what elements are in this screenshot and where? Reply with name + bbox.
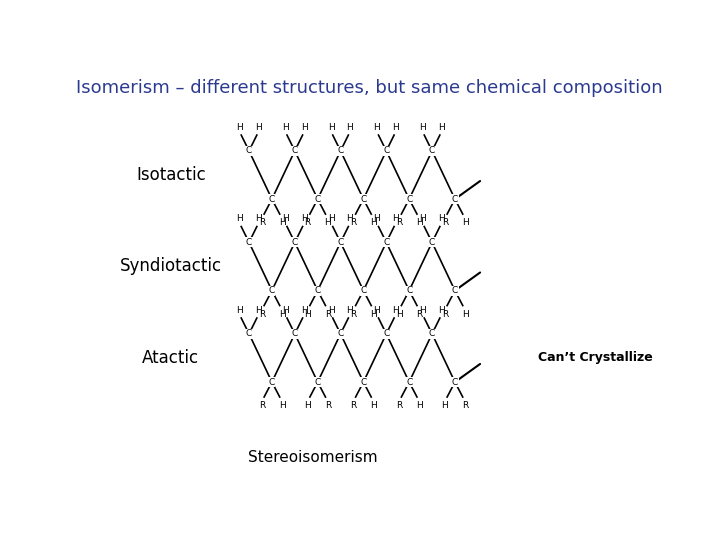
Text: C: C — [360, 194, 366, 204]
Text: H: H — [396, 310, 402, 319]
Text: C: C — [338, 329, 343, 339]
Text: H: H — [255, 306, 262, 315]
Text: H: H — [301, 214, 307, 223]
Text: C: C — [246, 146, 252, 156]
Text: C: C — [269, 286, 275, 295]
Text: H: H — [419, 306, 426, 315]
Text: C: C — [406, 194, 413, 204]
Text: R: R — [396, 401, 402, 410]
Text: R: R — [462, 401, 468, 410]
Text: H: H — [462, 218, 469, 227]
Text: Can’t Crystallize: Can’t Crystallize — [538, 352, 652, 365]
Text: H: H — [438, 306, 445, 315]
Text: H: H — [370, 401, 377, 410]
Text: R: R — [258, 310, 265, 319]
Text: H: H — [392, 214, 399, 223]
Text: R: R — [325, 310, 331, 319]
Text: H: H — [416, 218, 423, 227]
Text: C: C — [429, 238, 435, 247]
Text: C: C — [452, 286, 458, 295]
Text: C: C — [429, 146, 435, 156]
Text: R: R — [350, 401, 356, 410]
Text: H: H — [346, 306, 354, 315]
Text: H: H — [374, 214, 380, 223]
Text: Stereoisomerism: Stereoisomerism — [248, 450, 378, 465]
Text: H: H — [419, 123, 426, 132]
Text: H: H — [279, 401, 285, 410]
Text: C: C — [315, 377, 321, 387]
Text: C: C — [315, 194, 321, 204]
Text: Isotactic: Isotactic — [136, 166, 206, 184]
Text: H: H — [416, 401, 423, 410]
Text: R: R — [396, 218, 402, 227]
Text: R: R — [350, 310, 356, 319]
Text: C: C — [246, 238, 252, 247]
Text: C: C — [429, 329, 435, 339]
Text: H: H — [255, 214, 262, 223]
Text: Isomerism – different structures, but same chemical composition: Isomerism – different structures, but sa… — [76, 79, 662, 97]
Text: C: C — [292, 146, 298, 156]
Text: R: R — [325, 401, 331, 410]
Text: C: C — [406, 286, 413, 295]
Text: H: H — [304, 310, 311, 319]
Text: H: H — [438, 214, 445, 223]
Text: R: R — [305, 218, 310, 227]
Text: Syndiotactic: Syndiotactic — [120, 258, 222, 275]
Text: H: H — [392, 123, 399, 132]
Text: C: C — [383, 238, 390, 247]
Text: H: H — [279, 218, 285, 227]
Text: H: H — [328, 306, 335, 315]
Text: H: H — [441, 401, 448, 410]
Text: C: C — [338, 146, 343, 156]
Text: C: C — [452, 377, 458, 387]
Text: H: H — [282, 306, 289, 315]
Text: C: C — [383, 329, 390, 339]
Text: H: H — [282, 214, 289, 223]
Text: C: C — [315, 286, 321, 295]
Text: H: H — [301, 306, 307, 315]
Text: H: H — [419, 214, 426, 223]
Text: C: C — [406, 377, 413, 387]
Text: H: H — [370, 310, 377, 319]
Text: H: H — [462, 310, 469, 319]
Text: H: H — [328, 214, 335, 223]
Text: Atactic: Atactic — [143, 349, 199, 367]
Text: C: C — [246, 329, 252, 339]
Text: R: R — [350, 218, 356, 227]
Text: R: R — [258, 218, 265, 227]
Text: R: R — [416, 310, 423, 319]
Text: R: R — [258, 401, 265, 410]
Text: C: C — [452, 194, 458, 204]
Text: H: H — [282, 123, 289, 132]
Text: H: H — [301, 123, 307, 132]
Text: H: H — [346, 123, 354, 132]
Text: H: H — [236, 306, 243, 315]
Text: C: C — [292, 238, 298, 247]
Text: C: C — [292, 329, 298, 339]
Text: H: H — [328, 123, 335, 132]
Text: H: H — [346, 214, 354, 223]
Text: C: C — [383, 146, 390, 156]
Text: H: H — [236, 123, 243, 132]
Text: H: H — [236, 214, 243, 223]
Text: H: H — [370, 218, 377, 227]
Text: C: C — [360, 286, 366, 295]
Text: R: R — [441, 218, 448, 227]
Text: H: H — [255, 123, 262, 132]
Text: C: C — [269, 377, 275, 387]
Text: H: H — [279, 310, 285, 319]
Text: H: H — [392, 306, 399, 315]
Text: H: H — [325, 218, 331, 227]
Text: H: H — [304, 401, 311, 410]
Text: R: R — [441, 310, 448, 319]
Text: C: C — [360, 377, 366, 387]
Text: H: H — [374, 306, 380, 315]
Text: H: H — [438, 123, 445, 132]
Text: H: H — [374, 123, 380, 132]
Text: C: C — [338, 238, 343, 247]
Text: C: C — [269, 194, 275, 204]
